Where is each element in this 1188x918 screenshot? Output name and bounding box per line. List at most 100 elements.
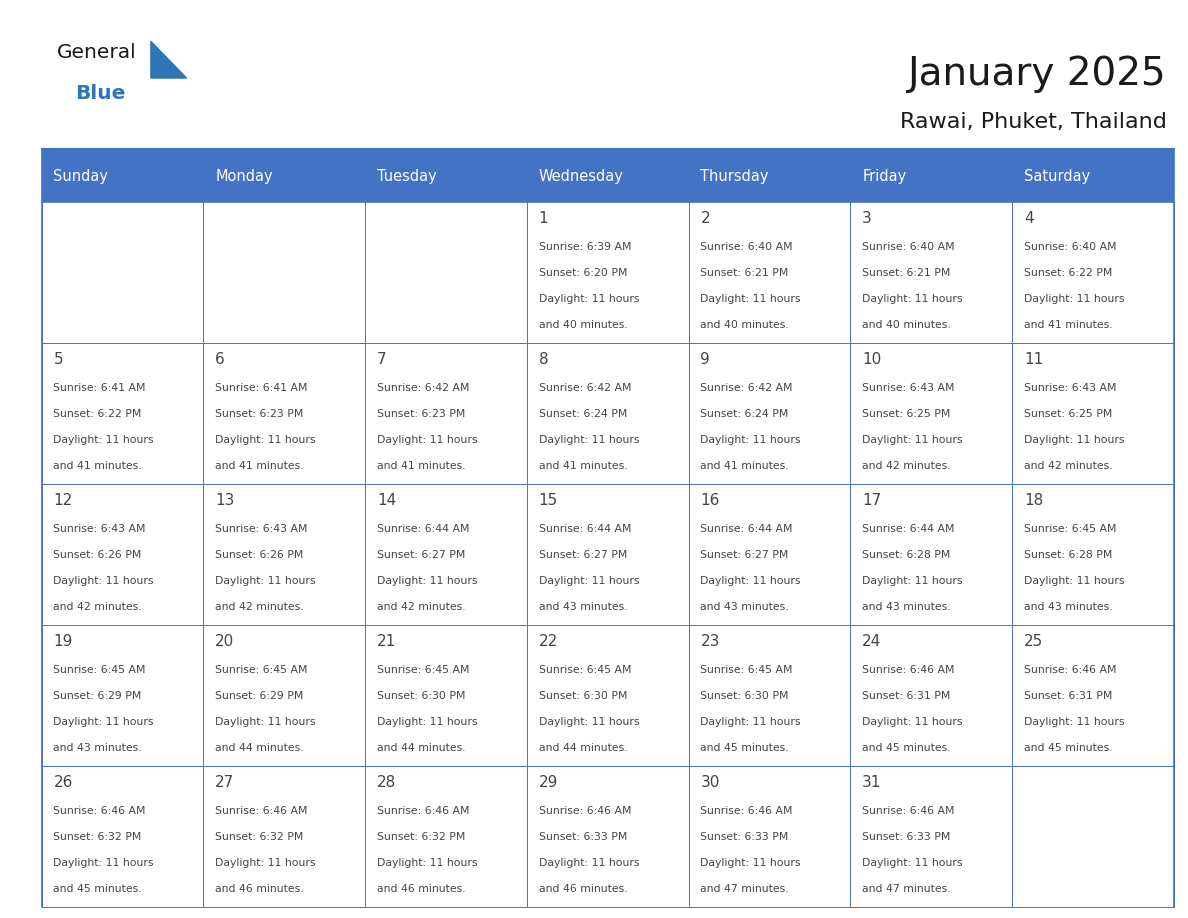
Text: Sunset: 6:25 PM: Sunset: 6:25 PM — [1024, 409, 1112, 420]
Text: Sunrise: 6:45 AM: Sunrise: 6:45 AM — [1024, 524, 1117, 534]
Text: Daylight: 11 hours: Daylight: 11 hours — [1024, 717, 1124, 727]
Text: Sunset: 6:33 PM: Sunset: 6:33 PM — [538, 833, 627, 842]
Text: Daylight: 11 hours: Daylight: 11 hours — [53, 858, 154, 868]
Text: Daylight: 11 hours: Daylight: 11 hours — [377, 717, 478, 727]
Text: Daylight: 11 hours: Daylight: 11 hours — [53, 717, 154, 727]
Text: Sunset: 6:31 PM: Sunset: 6:31 PM — [862, 691, 950, 701]
Text: Blue: Blue — [75, 84, 125, 104]
Text: Sunset: 6:24 PM: Sunset: 6:24 PM — [701, 409, 789, 420]
Text: Sunrise: 6:45 AM: Sunrise: 6:45 AM — [53, 666, 146, 675]
Text: 5: 5 — [53, 353, 63, 367]
Text: and 42 minutes.: and 42 minutes. — [53, 602, 143, 612]
Text: Daylight: 11 hours: Daylight: 11 hours — [1024, 435, 1124, 445]
Text: and 41 minutes.: and 41 minutes. — [538, 462, 627, 472]
Bar — [42, 149, 1174, 202]
Text: Sunrise: 6:45 AM: Sunrise: 6:45 AM — [538, 666, 631, 675]
Text: Sunset: 6:22 PM: Sunset: 6:22 PM — [1024, 268, 1112, 278]
Text: 13: 13 — [215, 493, 234, 509]
Text: Sunset: 6:27 PM: Sunset: 6:27 PM — [701, 550, 789, 560]
Text: and 45 minutes.: and 45 minutes. — [1024, 744, 1112, 754]
Text: Sunset: 6:31 PM: Sunset: 6:31 PM — [1024, 691, 1112, 701]
Text: Sunset: 6:32 PM: Sunset: 6:32 PM — [53, 833, 141, 842]
Text: Sunrise: 6:41 AM: Sunrise: 6:41 AM — [215, 383, 308, 393]
Text: Sunrise: 6:39 AM: Sunrise: 6:39 AM — [538, 242, 631, 252]
Text: Daylight: 11 hours: Daylight: 11 hours — [377, 858, 478, 868]
Text: and 41 minutes.: and 41 minutes. — [377, 462, 466, 472]
Text: 22: 22 — [538, 634, 558, 649]
Text: and 44 minutes.: and 44 minutes. — [538, 744, 627, 754]
Text: 21: 21 — [377, 634, 396, 649]
Text: Sunday: Sunday — [53, 169, 108, 184]
Text: Sunrise: 6:46 AM: Sunrise: 6:46 AM — [862, 666, 955, 675]
Text: Daylight: 11 hours: Daylight: 11 hours — [377, 577, 478, 587]
Text: Sunrise: 6:44 AM: Sunrise: 6:44 AM — [862, 524, 955, 534]
Text: Sunrise: 6:46 AM: Sunrise: 6:46 AM — [53, 806, 146, 816]
Text: Sunrise: 6:40 AM: Sunrise: 6:40 AM — [1024, 242, 1117, 252]
Text: and 47 minutes.: and 47 minutes. — [701, 884, 789, 894]
Text: Sunrise: 6:41 AM: Sunrise: 6:41 AM — [53, 383, 146, 393]
Text: 23: 23 — [701, 634, 720, 649]
Text: Daylight: 11 hours: Daylight: 11 hours — [538, 435, 639, 445]
Text: Sunrise: 6:43 AM: Sunrise: 6:43 AM — [215, 524, 308, 534]
Text: Sunrise: 6:43 AM: Sunrise: 6:43 AM — [53, 524, 146, 534]
Text: Sunrise: 6:42 AM: Sunrise: 6:42 AM — [701, 383, 792, 393]
Text: Daylight: 11 hours: Daylight: 11 hours — [1024, 577, 1124, 587]
Text: Sunset: 6:22 PM: Sunset: 6:22 PM — [53, 409, 141, 420]
Text: Wednesday: Wednesday — [538, 169, 624, 184]
Text: and 47 minutes.: and 47 minutes. — [862, 884, 950, 894]
Text: and 45 minutes.: and 45 minutes. — [701, 744, 789, 754]
Text: Sunset: 6:26 PM: Sunset: 6:26 PM — [215, 550, 304, 560]
Text: and 46 minutes.: and 46 minutes. — [377, 884, 466, 894]
Text: Daylight: 11 hours: Daylight: 11 hours — [1024, 295, 1124, 305]
Text: and 45 minutes.: and 45 minutes. — [53, 884, 143, 894]
Text: 1: 1 — [538, 211, 549, 226]
Text: Daylight: 11 hours: Daylight: 11 hours — [862, 577, 962, 587]
Text: Monday: Monday — [215, 169, 273, 184]
Text: 24: 24 — [862, 634, 881, 649]
Text: and 40 minutes.: and 40 minutes. — [538, 320, 627, 330]
Text: Daylight: 11 hours: Daylight: 11 hours — [215, 577, 316, 587]
Text: Sunset: 6:28 PM: Sunset: 6:28 PM — [1024, 550, 1112, 560]
Text: and 41 minutes.: and 41 minutes. — [1024, 320, 1112, 330]
Text: 17: 17 — [862, 493, 881, 509]
Text: Sunset: 6:28 PM: Sunset: 6:28 PM — [862, 550, 950, 560]
Text: 18: 18 — [1024, 493, 1043, 509]
Text: Sunrise: 6:46 AM: Sunrise: 6:46 AM — [862, 806, 955, 816]
Text: Daylight: 11 hours: Daylight: 11 hours — [538, 295, 639, 305]
Text: Daylight: 11 hours: Daylight: 11 hours — [538, 717, 639, 727]
Text: Daylight: 11 hours: Daylight: 11 hours — [862, 435, 962, 445]
Text: and 41 minutes.: and 41 minutes. — [701, 462, 789, 472]
Text: and 44 minutes.: and 44 minutes. — [215, 744, 304, 754]
Text: Sunset: 6:30 PM: Sunset: 6:30 PM — [701, 691, 789, 701]
Text: Sunset: 6:30 PM: Sunset: 6:30 PM — [377, 691, 466, 701]
Text: 29: 29 — [538, 775, 558, 790]
Text: Sunrise: 6:46 AM: Sunrise: 6:46 AM — [701, 806, 792, 816]
Text: Tuesday: Tuesday — [377, 169, 437, 184]
Text: January 2025: January 2025 — [908, 55, 1167, 93]
Text: Sunset: 6:27 PM: Sunset: 6:27 PM — [538, 550, 627, 560]
Text: and 40 minutes.: and 40 minutes. — [862, 320, 950, 330]
Text: 16: 16 — [701, 493, 720, 509]
Text: and 41 minutes.: and 41 minutes. — [53, 462, 143, 472]
Text: Daylight: 11 hours: Daylight: 11 hours — [215, 858, 316, 868]
Text: Sunrise: 6:43 AM: Sunrise: 6:43 AM — [1024, 383, 1117, 393]
Text: Sunset: 6:30 PM: Sunset: 6:30 PM — [538, 691, 627, 701]
Text: and 43 minutes.: and 43 minutes. — [53, 744, 143, 754]
Text: Sunrise: 6:44 AM: Sunrise: 6:44 AM — [538, 524, 631, 534]
Text: Sunrise: 6:46 AM: Sunrise: 6:46 AM — [1024, 666, 1117, 675]
Text: and 42 minutes.: and 42 minutes. — [1024, 462, 1112, 472]
Text: and 45 minutes.: and 45 minutes. — [862, 744, 950, 754]
Text: and 40 minutes.: and 40 minutes. — [701, 320, 789, 330]
Text: and 42 minutes.: and 42 minutes. — [377, 602, 466, 612]
Text: Sunrise: 6:40 AM: Sunrise: 6:40 AM — [862, 242, 955, 252]
Text: Rawai, Phuket, Thailand: Rawai, Phuket, Thailand — [899, 112, 1167, 132]
Text: 31: 31 — [862, 775, 881, 790]
Text: Daylight: 11 hours: Daylight: 11 hours — [538, 858, 639, 868]
Text: and 42 minutes.: and 42 minutes. — [215, 602, 304, 612]
Text: Sunrise: 6:43 AM: Sunrise: 6:43 AM — [862, 383, 955, 393]
Text: General: General — [57, 43, 137, 62]
Text: Daylight: 11 hours: Daylight: 11 hours — [701, 435, 801, 445]
Text: Sunrise: 6:45 AM: Sunrise: 6:45 AM — [701, 666, 792, 675]
Text: Sunset: 6:23 PM: Sunset: 6:23 PM — [377, 409, 466, 420]
Text: Daylight: 11 hours: Daylight: 11 hours — [53, 577, 154, 587]
